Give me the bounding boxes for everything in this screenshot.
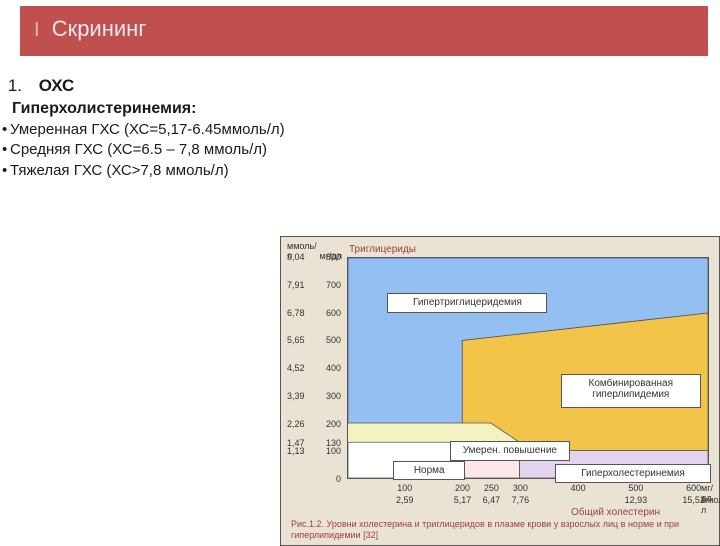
x-tick-mmol: 6,47 bbox=[483, 495, 501, 505]
x-tick-mgdl: 400 bbox=[571, 483, 586, 493]
x-axis-title: Общий холестерин bbox=[571, 507, 660, 518]
x-tick-mmol: 5,17 bbox=[454, 495, 472, 505]
x-tick-mmol: 2,59 bbox=[396, 495, 414, 505]
list-item: •Средняя ГХС (ХС=6.5 – 7,8 ммоль/л) bbox=[2, 140, 712, 160]
x-tick-mmol: 12,93 bbox=[625, 495, 648, 505]
list-heading-row: 1. ОХС bbox=[2, 76, 712, 96]
list-number: 1. bbox=[2, 76, 22, 96]
y-tick: 0 bbox=[287, 474, 345, 484]
list-item: •Умеренная ГХС (ХС=5,17-6.45ммоль/л) bbox=[2, 120, 712, 140]
y-tick: 3,39300 bbox=[287, 391, 345, 401]
x-tick-mgdl: 200 bbox=[455, 483, 470, 493]
region-label-norm: Норма bbox=[393, 461, 465, 481]
region-label-hypertg: Гипертриглицеридемия bbox=[387, 293, 547, 313]
y-axis: 9,048007,917006,786005,655004,524003,393… bbox=[281, 257, 347, 479]
figure-caption: Рис.1.2. Уровни холестерина и триглицери… bbox=[291, 519, 709, 541]
region-label-hyperchol: Гиперхолестеринемия bbox=[555, 464, 711, 484]
list-item: •Тяжелая ГХС (ХС>7,8 ммоль/л) bbox=[2, 161, 712, 181]
y-axis-subtitle: Триглицериды bbox=[349, 244, 416, 255]
list-subheading: Гиперхолистеринемия: bbox=[12, 100, 712, 118]
x-tick-mmol: 7,76 bbox=[512, 495, 530, 505]
header-title: Скрининг bbox=[52, 16, 147, 41]
figure: ммоль/л мг/дл Триглицериды 9,048007,9170… bbox=[280, 236, 720, 546]
x-unit-mmol: ммоль/л bbox=[701, 495, 720, 515]
x-tick-mgdl: 100 bbox=[397, 483, 412, 493]
region-label-moderate: Умерен. повышение bbox=[450, 441, 570, 461]
list-heading: ОХС bbox=[39, 76, 75, 95]
region-label-combined: Комбинированная гиперлипидемия bbox=[561, 374, 701, 408]
y-tick: 6,78600 bbox=[287, 308, 345, 318]
x-tick-mgdl: 250 bbox=[484, 483, 499, 493]
y-tick: 1,13100 bbox=[287, 446, 345, 456]
y-tick: 9,04800 bbox=[287, 252, 345, 262]
x-tick-mgdl: 500 bbox=[628, 483, 643, 493]
header-lead: I bbox=[34, 19, 40, 41]
y-tick: 2,26200 bbox=[287, 419, 345, 429]
y-tick: 4,52400 bbox=[287, 363, 345, 373]
y-tick: 7,91700 bbox=[287, 280, 345, 290]
x-tick-mgdl: 300 bbox=[513, 483, 528, 493]
x-tick-mgdl: 600 bbox=[686, 483, 701, 493]
y-tick: 5,65500 bbox=[287, 335, 345, 345]
header-bar: I Скрининг bbox=[20, 6, 708, 56]
content: 1. ОХС Гиперхолистеринемия: •Умеренная Г… bbox=[0, 56, 720, 181]
bullet-list: •Умеренная ГХС (ХС=5,17-6.45ммоль/л) •Ср… bbox=[2, 120, 712, 181]
